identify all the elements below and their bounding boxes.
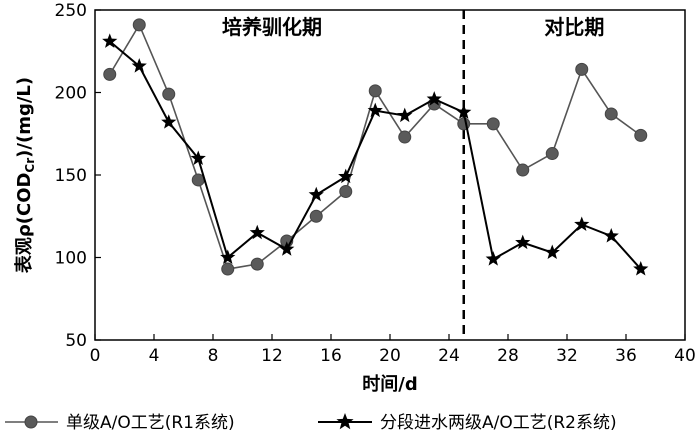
data-point: [485, 251, 501, 266]
data-point: [162, 87, 176, 101]
data-point: [102, 33, 118, 48]
data-point: [220, 249, 236, 264]
data-point: [279, 241, 295, 256]
legend-label: 分段进水两级A/O工艺(R2系统): [380, 413, 617, 433]
data-point: [633, 261, 649, 276]
data-point: [486, 117, 500, 131]
legend: 单级A/O工艺(R1系统) 分段进水两级A/O工艺(R2系统): [5, 413, 617, 433]
x-tick-label: 40: [674, 346, 696, 366]
y-tick-label: 200: [55, 84, 87, 104]
data-point: [574, 216, 590, 231]
data-point: [338, 168, 354, 184]
data-point: [397, 107, 413, 123]
data-point: [516, 163, 530, 177]
legend-marker-circle: [24, 415, 38, 429]
data-point: [339, 185, 353, 198]
x-tick-label: 32: [556, 346, 578, 366]
legend-marker-star: [336, 413, 354, 430]
data-point: [634, 128, 648, 142]
y-tick-label: 50: [65, 331, 87, 351]
data-point: [221, 262, 235, 276]
data-point: [426, 91, 442, 106]
data-point: [603, 228, 619, 243]
plot-border: [94, 9, 686, 341]
x-tick-label: 4: [149, 346, 160, 366]
data-point: [132, 18, 146, 32]
data-point: [515, 234, 531, 250]
data-point: [131, 58, 147, 73]
x-axis-title: 时间/d: [362, 374, 417, 395]
y-axis: 50 100 150 200 250: [55, 1, 101, 351]
data-point: [367, 102, 383, 118]
y-tick-label: 250: [55, 1, 87, 21]
data-point: [161, 114, 177, 129]
x-tick-label: 8: [208, 346, 219, 366]
x-axis: 0 4 8 12 16 20 24 28 32 36 40: [90, 334, 696, 366]
x-tick-label: 20: [379, 346, 401, 366]
series-layer: [102, 18, 649, 276]
x-tick-label: 24: [438, 346, 460, 366]
x-tick-label: 0: [90, 346, 101, 366]
data-point: [190, 150, 206, 165]
legend-label: 单级A/O工艺(R1系统): [66, 413, 235, 433]
period-label: 培养驯化期: [222, 15, 322, 39]
x-tick-label: 28: [497, 346, 519, 366]
series-1: [103, 18, 648, 276]
data-point: [308, 186, 324, 202]
data-point: [250, 257, 264, 271]
data-point: [103, 67, 117, 81]
x-tick-label: 16: [320, 346, 342, 366]
data-point: [398, 130, 412, 144]
data-point: [457, 117, 471, 131]
data-point: [368, 84, 382, 98]
period-label: 对比期: [544, 15, 604, 39]
y-tick-label: 100: [55, 249, 87, 269]
annotations: 培养驯化期 对比期: [222, 15, 604, 39]
y-axis-title-tail: )/(mg/L): [14, 77, 35, 158]
series-2: [102, 33, 649, 276]
data-point: [544, 244, 560, 260]
y-tick-label: 150: [55, 166, 87, 186]
data-point: [456, 104, 472, 119]
x-tick-label: 36: [615, 346, 637, 366]
y-axis-title-subscript: Cr: [23, 158, 37, 173]
data-point: [309, 209, 323, 223]
plot-frame: [94, 9, 686, 341]
data-point: [249, 224, 265, 240]
x-tick-label: 12: [261, 346, 283, 366]
y-axis-title-main: 表观ρ(COD: [13, 173, 35, 274]
data-point: [545, 147, 559, 161]
y-axis-title: 表观ρ(CODCr)/(mg/L): [13, 77, 37, 273]
data-point: [604, 107, 618, 121]
data-point: [575, 62, 589, 76]
